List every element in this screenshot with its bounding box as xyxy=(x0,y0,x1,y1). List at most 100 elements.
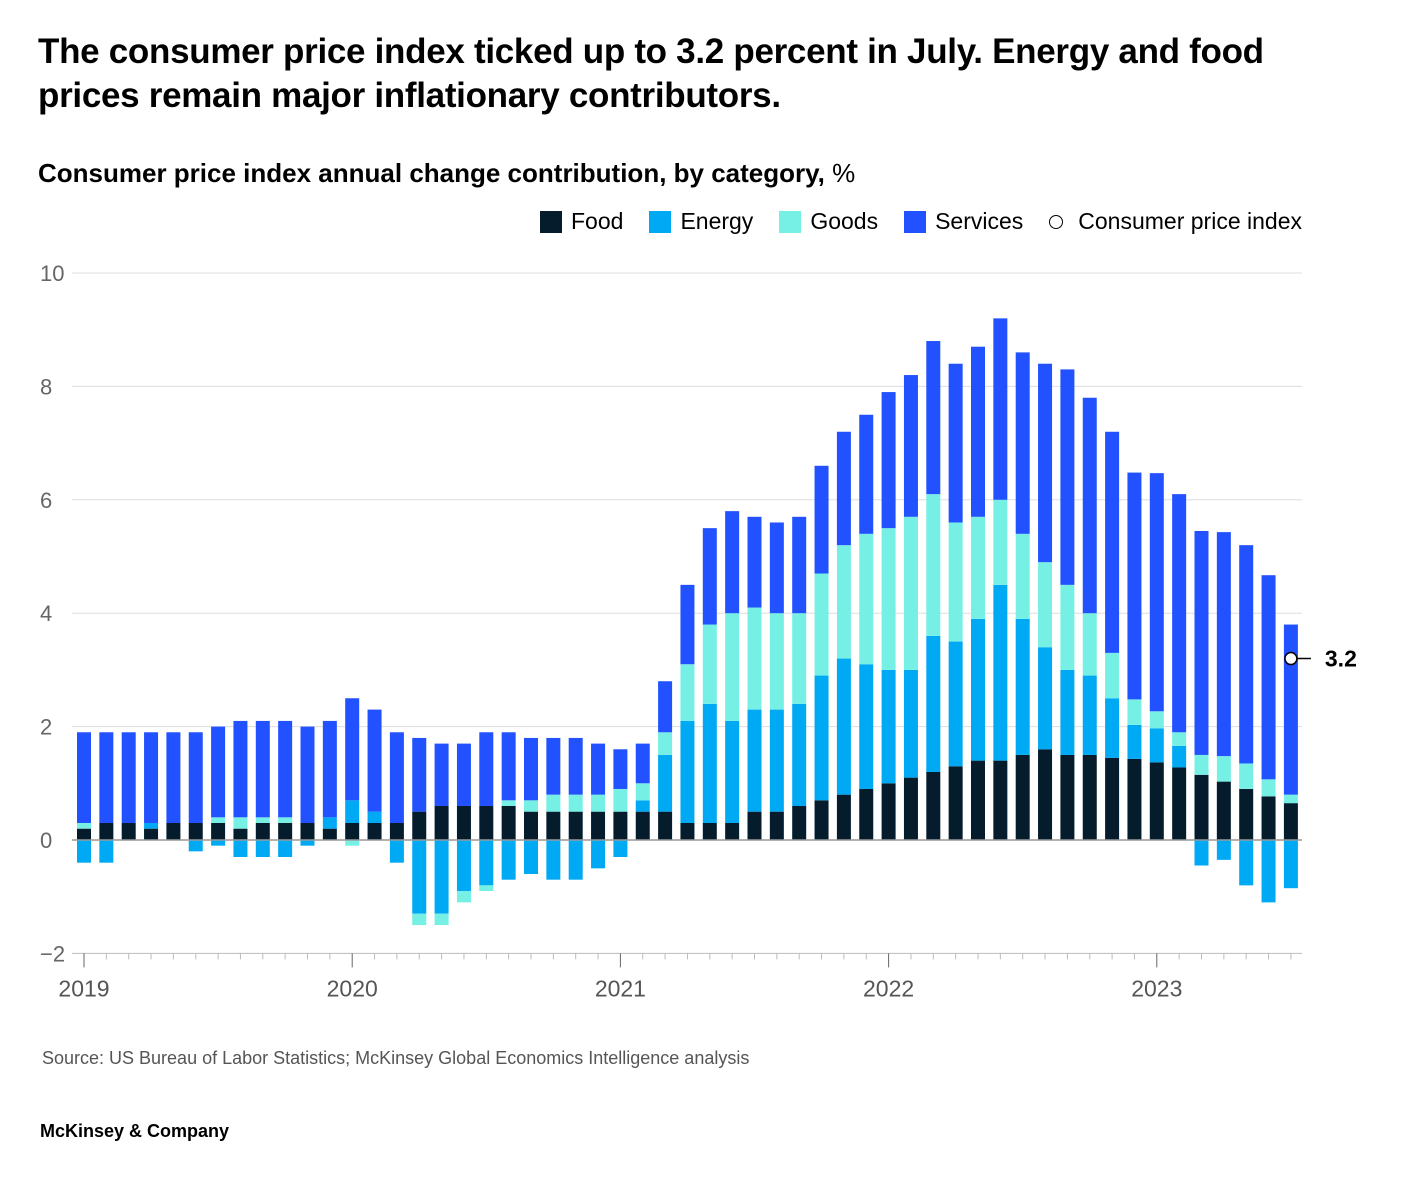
bar-food xyxy=(367,822,382,840)
cpi-marker xyxy=(1284,651,1298,666)
legend-item-cpi: Consumer price index xyxy=(1049,208,1302,235)
legend-label: Consumer price index xyxy=(1078,208,1302,234)
bar-services xyxy=(680,584,695,665)
bar-services xyxy=(211,726,226,818)
bar-goods xyxy=(211,817,226,823)
bar-food xyxy=(836,794,851,840)
headline: The consumer price index ticked up to 3.… xyxy=(38,32,1264,115)
bar-energy xyxy=(1149,728,1164,763)
bar-goods xyxy=(859,533,874,665)
bar-services xyxy=(971,346,985,517)
bar-energy xyxy=(456,840,471,892)
bar-goods xyxy=(1015,533,1030,619)
bar-services xyxy=(255,720,270,818)
bar-services xyxy=(993,318,1008,500)
bar-food xyxy=(1060,754,1075,840)
bar-energy xyxy=(859,664,874,789)
y-tick-label: 6 xyxy=(40,488,52,513)
bar-services xyxy=(77,732,91,823)
bar-goods xyxy=(1216,756,1231,782)
bar-energy xyxy=(1105,698,1120,758)
bar-services xyxy=(1172,494,1187,733)
bar-food xyxy=(278,822,293,840)
legend-marker-cpi xyxy=(1049,214,1064,229)
bar-services xyxy=(658,681,673,733)
bar-food xyxy=(1194,774,1209,840)
bar-energy xyxy=(144,822,159,829)
bar-energy xyxy=(479,840,494,886)
bar-energy xyxy=(1283,840,1298,889)
bar-goods xyxy=(524,800,538,812)
bar-energy xyxy=(747,709,762,812)
y-tick-label: 4 xyxy=(40,601,52,626)
bar-food xyxy=(1082,754,1097,840)
bar-services xyxy=(524,737,538,801)
bar-energy xyxy=(792,703,807,806)
bar-food xyxy=(1105,757,1120,840)
bar-goods xyxy=(1239,763,1254,789)
bar-energy xyxy=(993,584,1008,761)
bar-food xyxy=(99,822,114,840)
bar-goods xyxy=(903,516,918,670)
bar-goods xyxy=(1105,652,1120,699)
y-tick-label: 10 xyxy=(40,261,64,286)
bar-energy xyxy=(233,840,248,858)
bar-services xyxy=(792,516,807,614)
bar-goods xyxy=(568,794,583,812)
bar-energy xyxy=(568,840,583,880)
bar-energy xyxy=(1127,724,1142,759)
bar-food xyxy=(926,771,941,840)
bar-services xyxy=(121,732,136,823)
bar-food xyxy=(971,760,985,840)
bar-energy xyxy=(680,720,695,823)
bar-services xyxy=(836,431,851,546)
bar-services xyxy=(1194,530,1209,755)
bar-goods xyxy=(1172,732,1187,746)
bar-energy xyxy=(546,840,561,880)
bar-goods xyxy=(747,607,762,710)
bar-food xyxy=(702,822,717,840)
bar-services xyxy=(389,732,404,823)
bar-energy xyxy=(278,840,293,858)
bar-services xyxy=(948,363,963,523)
bar-energy xyxy=(635,800,650,812)
bar-services xyxy=(814,465,829,574)
bar-goods xyxy=(345,840,360,846)
bar-services xyxy=(747,516,762,608)
bar-energy xyxy=(345,800,360,823)
bar-food xyxy=(1261,796,1276,840)
bar-services xyxy=(99,732,114,823)
bar-goods xyxy=(702,624,717,704)
bar-food xyxy=(792,805,807,840)
bar-services xyxy=(1239,545,1254,764)
bar-services xyxy=(926,341,941,495)
bar-services xyxy=(233,720,248,818)
x-tick-label: 2022 xyxy=(863,975,914,1001)
bar-food xyxy=(434,805,449,840)
bar-services xyxy=(412,737,427,812)
bar-services xyxy=(501,732,516,801)
y-tick-label: 2 xyxy=(40,715,52,740)
bar-food xyxy=(568,811,583,840)
bar-goods xyxy=(1194,754,1209,775)
bar-energy xyxy=(1038,647,1053,750)
bar-goods xyxy=(613,788,628,812)
bar-services xyxy=(166,732,181,823)
bar-services xyxy=(1038,363,1053,563)
bar-energy xyxy=(1239,840,1254,886)
legend-item-goods: Goods xyxy=(779,208,878,235)
bar-food xyxy=(144,828,159,840)
bar-energy xyxy=(1082,675,1097,755)
bar-services xyxy=(367,709,382,812)
legend-swatch-services xyxy=(904,210,927,233)
bar-services xyxy=(769,522,784,614)
bar-energy xyxy=(658,754,673,812)
bar-services xyxy=(345,698,360,801)
bar-goods xyxy=(1082,613,1097,676)
bar-energy xyxy=(1194,840,1209,866)
bar-energy xyxy=(903,669,918,778)
bar-food xyxy=(1239,788,1254,840)
bar-food xyxy=(1149,762,1164,840)
bar-food xyxy=(881,783,896,840)
